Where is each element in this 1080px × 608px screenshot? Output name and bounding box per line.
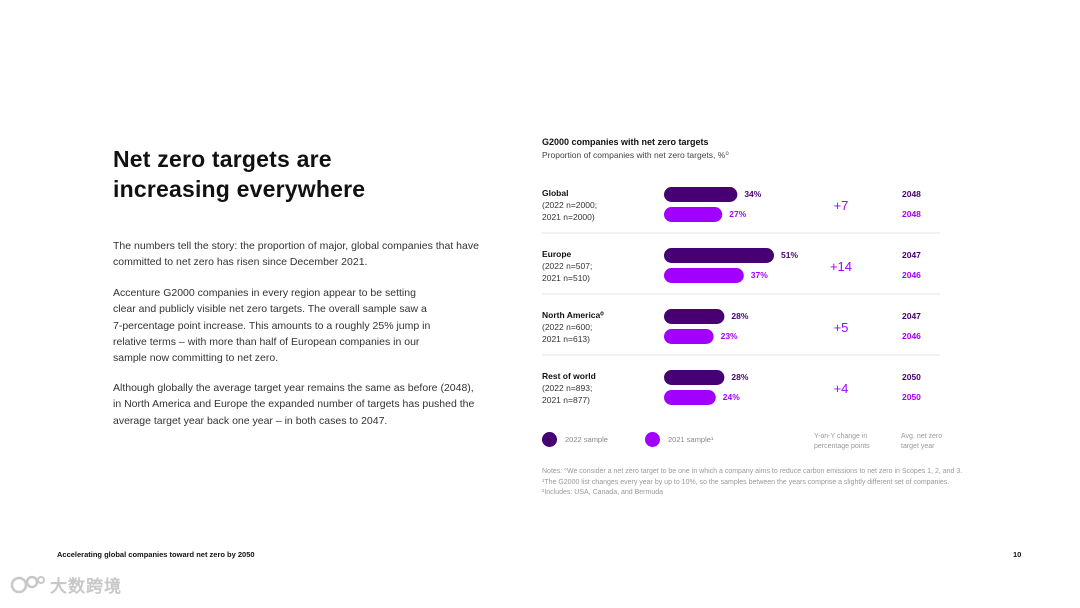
bar-2022-3 bbox=[664, 370, 725, 385]
legend-swatch-2021 bbox=[645, 432, 660, 447]
target-year-2022-0: 2048 bbox=[902, 189, 921, 199]
row-sample-2021-3: 2021 n=877) bbox=[542, 395, 590, 405]
target-year-2021-0: 2048 bbox=[902, 209, 921, 219]
row-sample-2022-1: (2022 n=507; bbox=[542, 261, 592, 271]
footer-title: Accelerating global companies toward net… bbox=[57, 550, 255, 559]
legend-item-2021: 2021 sample¹ bbox=[645, 432, 713, 447]
bar-2021-0 bbox=[664, 207, 723, 222]
row-sample-2021-1: 2021 n=510) bbox=[542, 273, 590, 283]
legend-year-note: Avg. net zero target year bbox=[901, 433, 943, 450]
target-year-2021-3: 2050 bbox=[902, 392, 921, 402]
chart-subtitle: Proportion of companies with net zero ta… bbox=[542, 150, 729, 160]
bar-2021-3 bbox=[664, 390, 716, 405]
legend-label-2021: 2021 sample¹ bbox=[668, 435, 714, 444]
legend-swatch-2022 bbox=[542, 432, 557, 447]
row-sample-2022-3: (2022 n=893; bbox=[542, 383, 592, 393]
chart-title: G2000 companies with net zero targets bbox=[542, 137, 709, 147]
chart-notes: Notes: ⁰We consider a net zero target to… bbox=[542, 468, 963, 496]
watermark: 大数跨境 bbox=[10, 572, 122, 597]
row-sample-2022-2: (2022 n=600; bbox=[542, 322, 592, 332]
bar-2022-1 bbox=[664, 248, 774, 263]
body-paragraph-2: Accenture G2000 companies in every regio… bbox=[113, 287, 431, 365]
headline-line-2: increasing everywhere bbox=[113, 176, 366, 202]
row-label-0: Global bbox=[542, 188, 568, 198]
bar-value-label-2022-1: 51% bbox=[781, 250, 798, 260]
row-sample-2022-0: (2022 n=2000; bbox=[542, 200, 597, 210]
target-year-2021-1: 2046 bbox=[902, 270, 921, 280]
bar-value-label-2021-3: 24% bbox=[723, 392, 740, 402]
yoy-change-3: +4 bbox=[834, 381, 849, 396]
bar-value-label-2022-0: 34% bbox=[744, 189, 761, 199]
bar-value-label-2022-3: 28% bbox=[731, 372, 748, 382]
target-year-2022-3: 2050 bbox=[902, 372, 921, 382]
target-year-2022-2: 2047 bbox=[902, 311, 921, 321]
legend-change-note: Y-on-Y change in percentage points bbox=[814, 433, 870, 450]
bar-2022-0 bbox=[664, 187, 738, 202]
headline-line-1: Net zero targets are bbox=[113, 146, 332, 172]
bar-2022-2 bbox=[664, 309, 725, 324]
row-sample-2021-2: 2021 n=613) bbox=[542, 334, 590, 344]
net-zero-bar-chart: Global (2022 n=2000; 2021 n=2000) 34% 27% +7 2… bbox=[542, 187, 940, 405]
bar-value-label-2022-2: 28% bbox=[731, 311, 748, 321]
legend-item-2022: 2022 sample bbox=[542, 432, 608, 447]
target-year-2022-1: 2047 bbox=[902, 250, 921, 260]
yoy-change-2: +5 bbox=[834, 320, 849, 335]
bar-2021-2 bbox=[664, 329, 714, 344]
legend-label-2022: 2022 sample bbox=[565, 435, 608, 444]
row-label-3: Rest of world bbox=[542, 371, 596, 381]
bar-value-label-2021-0: 27% bbox=[729, 209, 746, 219]
row-sample-2021-0: 2021 n=2000) bbox=[542, 212, 595, 222]
bar-value-label-2021-2: 23% bbox=[721, 331, 738, 341]
row-label-1: Europe bbox=[542, 249, 572, 259]
yoy-change-0: +7 bbox=[834, 198, 849, 213]
row-label-2: North America⁰ bbox=[542, 310, 604, 320]
page-headline: Net zero targets are increasing everywhe… bbox=[113, 144, 365, 204]
body-paragraph-3: Although globally the average target yea… bbox=[113, 382, 475, 427]
watermark-text: 大数跨境 bbox=[50, 577, 122, 596]
bar-value-label-2021-1: 37% bbox=[751, 270, 768, 280]
page-number: 10 bbox=[1013, 550, 1022, 559]
watermark-logo-icon bbox=[10, 575, 45, 593]
bar-2021-1 bbox=[664, 268, 744, 283]
body-paragraph-1: The numbers tell the story: the proporti… bbox=[113, 240, 479, 269]
yoy-change-1: +14 bbox=[830, 259, 852, 274]
target-year-2021-2: 2046 bbox=[902, 331, 921, 341]
